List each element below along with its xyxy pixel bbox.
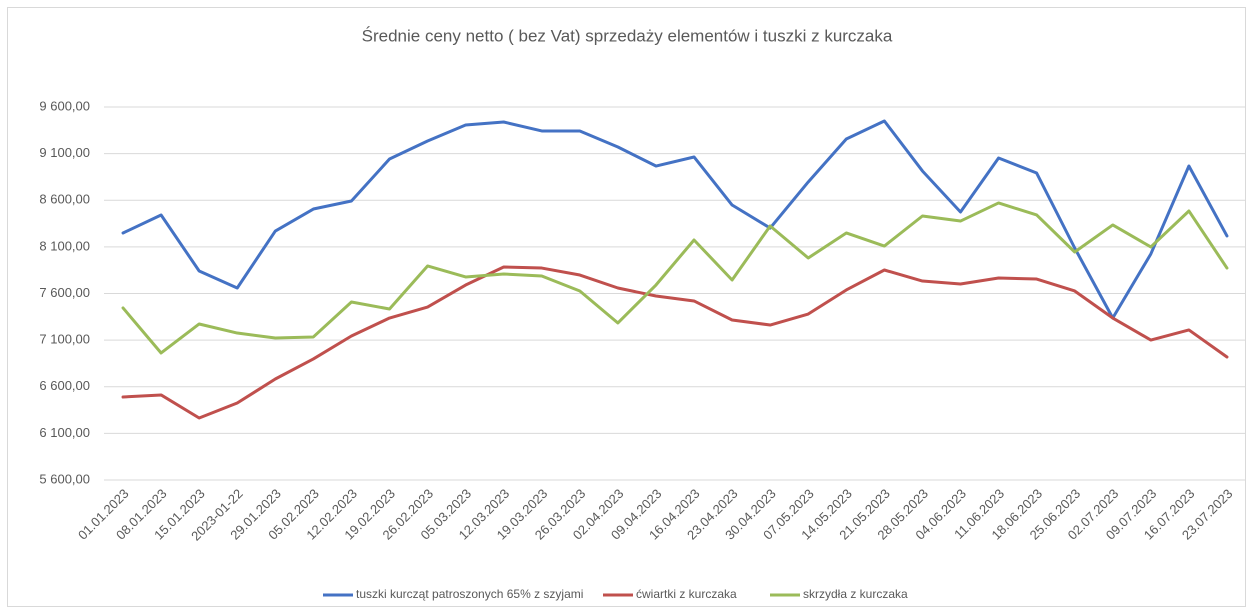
series-line <box>121 201 1229 355</box>
y-tick-label: 6 600,00 <box>39 378 90 393</box>
series-line <box>121 119 1229 320</box>
y-tick-label: 6 100,00 <box>39 425 90 440</box>
y-tick-label: 8 100,00 <box>39 238 90 253</box>
y-tick-label: 7 100,00 <box>39 332 90 347</box>
y-tick-label: 9 600,00 <box>39 98 90 113</box>
y-tick-label: 8 600,00 <box>39 192 90 207</box>
y-tick-label: 9 100,00 <box>39 145 90 160</box>
legend-label: ćwiartki z kurczaka <box>636 587 737 601</box>
series-line <box>121 265 1229 420</box>
legend-label: tuszki kurcząt patroszonych 65% z szyjam… <box>356 587 583 601</box>
y-tick-label: 5 600,00 <box>39 471 90 486</box>
y-tick-label: 7 600,00 <box>39 285 90 300</box>
legend-label: skrzydła z kurczaka <box>803 587 908 601</box>
chart-title: Średnie ceny netto ( bez Vat) sprzedaży … <box>362 26 893 45</box>
